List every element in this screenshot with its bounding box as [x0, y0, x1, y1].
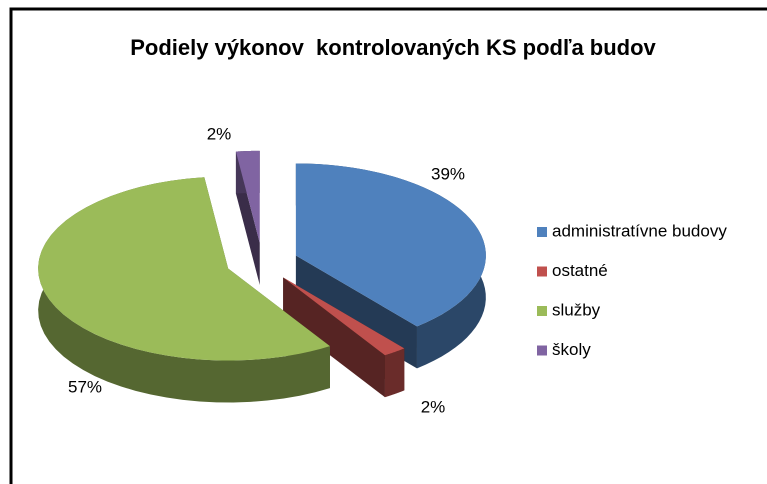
legend-swatch — [537, 345, 547, 356]
slice-outer-wall — [384, 348, 405, 398]
pie-slice — [295, 163, 486, 327]
pie-slice — [235, 150, 260, 243]
legend-label: ostatné — [552, 261, 608, 280]
data-label: 2% — [421, 397, 446, 416]
legend-swatch — [537, 227, 547, 237]
legend-swatch — [537, 306, 547, 316]
data-label: 39% — [431, 164, 465, 183]
pie-slice-side — [283, 277, 405, 398]
pie-tops — [38, 150, 486, 361]
data-label: 57% — [68, 377, 102, 396]
pie-slice — [283, 277, 405, 356]
legend-label: administratívne budovy — [552, 221, 727, 240]
legend-swatch — [537, 266, 547, 277]
pie-slice — [38, 177, 330, 361]
chart-border — [9, 7, 767, 484]
data-label: 2% — [207, 124, 232, 143]
chart-title: Podiely výkonov kontrolovaných KS podľa … — [130, 35, 656, 60]
slice-wall — [283, 277, 385, 398]
legend-label: školy — [552, 340, 591, 359]
legend-label: služby — [552, 300, 601, 319]
